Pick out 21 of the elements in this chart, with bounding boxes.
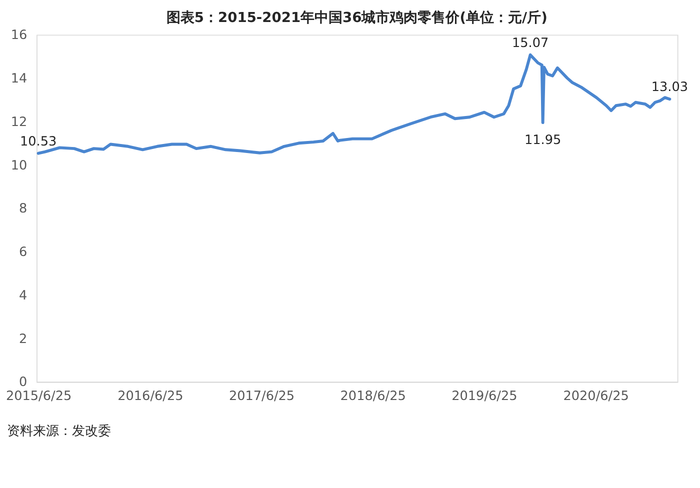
x-tick-label: 2015/6/25 <box>6 388 72 404</box>
text: 资料来源：发改委 <box>6 424 111 439</box>
x-tick-label: 2018/6/25 <box>340 388 406 404</box>
y-tick-label: 8 <box>18 202 28 217</box>
data-label: 13.03 <box>651 80 688 96</box>
y-tick-label: 16 <box>10 28 28 44</box>
data-label: 10.53 <box>20 134 57 150</box>
y-tick-label: 2 <box>18 332 28 347</box>
x-tick-label: 2017/6/25 <box>228 388 295 404</box>
chart-title: 图表5：2015-2021年中国36城市鸡肉零售价(单位：元/斤) <box>166 8 548 26</box>
y-tick-label: 6 <box>18 245 28 260</box>
y-tick-label: 14 <box>10 72 28 87</box>
y-tick-label: 4 <box>18 288 28 304</box>
y-tick-label: 0 <box>18 375 28 390</box>
data-label: 11.95 <box>524 133 562 148</box>
x-tick-label: 2020/6/25 <box>563 388 629 404</box>
y-tick-label: 12 <box>10 114 28 130</box>
x-tick-label: 2019/6/25 <box>452 388 518 404</box>
y-tick-label: 10 <box>10 158 28 174</box>
x-tick-label: 2016/6/25 <box>118 388 184 404</box>
data-label: 15.07 <box>512 36 549 51</box>
